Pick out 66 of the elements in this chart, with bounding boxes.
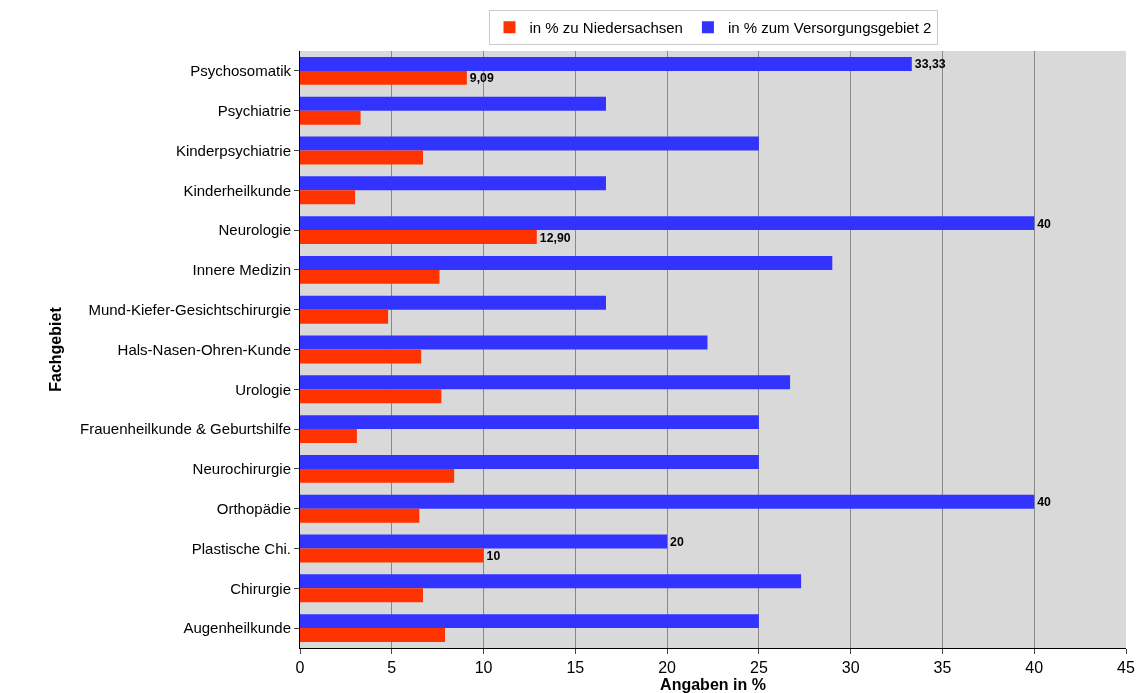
x-tick-label: 15 [566, 659, 585, 677]
bar [300, 494, 1035, 509]
x-tick-label: 10 [474, 659, 493, 677]
bar [300, 309, 389, 324]
bar [300, 295, 606, 310]
y-tick-label: Kinderpsychiatrie [175, 141, 291, 159]
bar [300, 230, 537, 245]
bar [300, 548, 484, 563]
bar [300, 176, 606, 191]
data-label: 40 [1037, 495, 1052, 510]
data-label: 33,33 [914, 57, 946, 72]
bar [300, 628, 446, 643]
x-tick-label: 40 [1025, 659, 1044, 677]
bar [300, 375, 791, 390]
y-tick-label: Innere Medizin [192, 261, 291, 279]
x-tick-label: 0 [295, 659, 305, 677]
y-axis-title: Fachgebiet [46, 306, 64, 392]
data-label: 40 [1037, 216, 1052, 231]
bar [300, 269, 440, 284]
y-tick-label: Plastische Chi. [191, 539, 291, 557]
y-tick-label: Orthopädie [216, 499, 291, 517]
y-tick-label: Frauenheilkunde & Geburtshilfe [80, 420, 291, 438]
x-tick-label: 20 [658, 659, 677, 677]
bar [300, 56, 912, 71]
legend-label: in % zum Versorgungsgebiet 2 [727, 19, 932, 37]
y-tick-label: Hals-Nasen-Ohren-Kunde [117, 340, 291, 358]
bar [300, 190, 356, 205]
bar [300, 70, 467, 85]
bar [300, 429, 357, 444]
bar [300, 454, 759, 469]
bar [300, 255, 833, 270]
bar [300, 110, 361, 125]
bar [300, 96, 606, 111]
bar [300, 534, 668, 549]
bar [300, 614, 759, 629]
y-tick-label: Psychiatrie [217, 101, 291, 119]
x-tick-label: 35 [933, 659, 952, 677]
y-tick-label: Neurologie [218, 221, 291, 239]
x-tick-label: 25 [749, 659, 768, 677]
y-tick-label: Chirurgie [230, 579, 291, 597]
y-tick-label: Augenheilkunde [183, 619, 291, 637]
x-tick-label: 5 [387, 659, 397, 677]
data-label: 20 [670, 535, 684, 550]
x-tick-label: 45 [1117, 659, 1135, 677]
data-label: 12,90 [539, 230, 571, 245]
bar [300, 415, 759, 430]
bar [300, 335, 708, 350]
data-label: 9,09 [469, 71, 494, 86]
bar [300, 508, 420, 523]
y-tick-label: Kinderheilkunde [183, 181, 291, 199]
x-axis-title: Angaben in % [660, 676, 766, 693]
y-tick-label: Neurochirurgie [192, 460, 291, 478]
y-tick-label: Mund-Kiefer-Gesichtschirurgie [88, 300, 291, 318]
x-tick-label: 30 [841, 659, 860, 677]
bar [300, 150, 423, 165]
bar [300, 389, 442, 404]
bar [300, 349, 422, 364]
bar [300, 588, 423, 603]
legend-label: in % zu Niedersachsen [529, 19, 683, 37]
bar [300, 574, 802, 589]
data-label: 10 [486, 548, 501, 563]
bar [300, 468, 455, 483]
bar [300, 216, 1035, 231]
y-tick-label: Psychosomatik [190, 62, 292, 80]
bar [300, 136, 759, 151]
y-tick-label: Urologie [235, 380, 291, 398]
